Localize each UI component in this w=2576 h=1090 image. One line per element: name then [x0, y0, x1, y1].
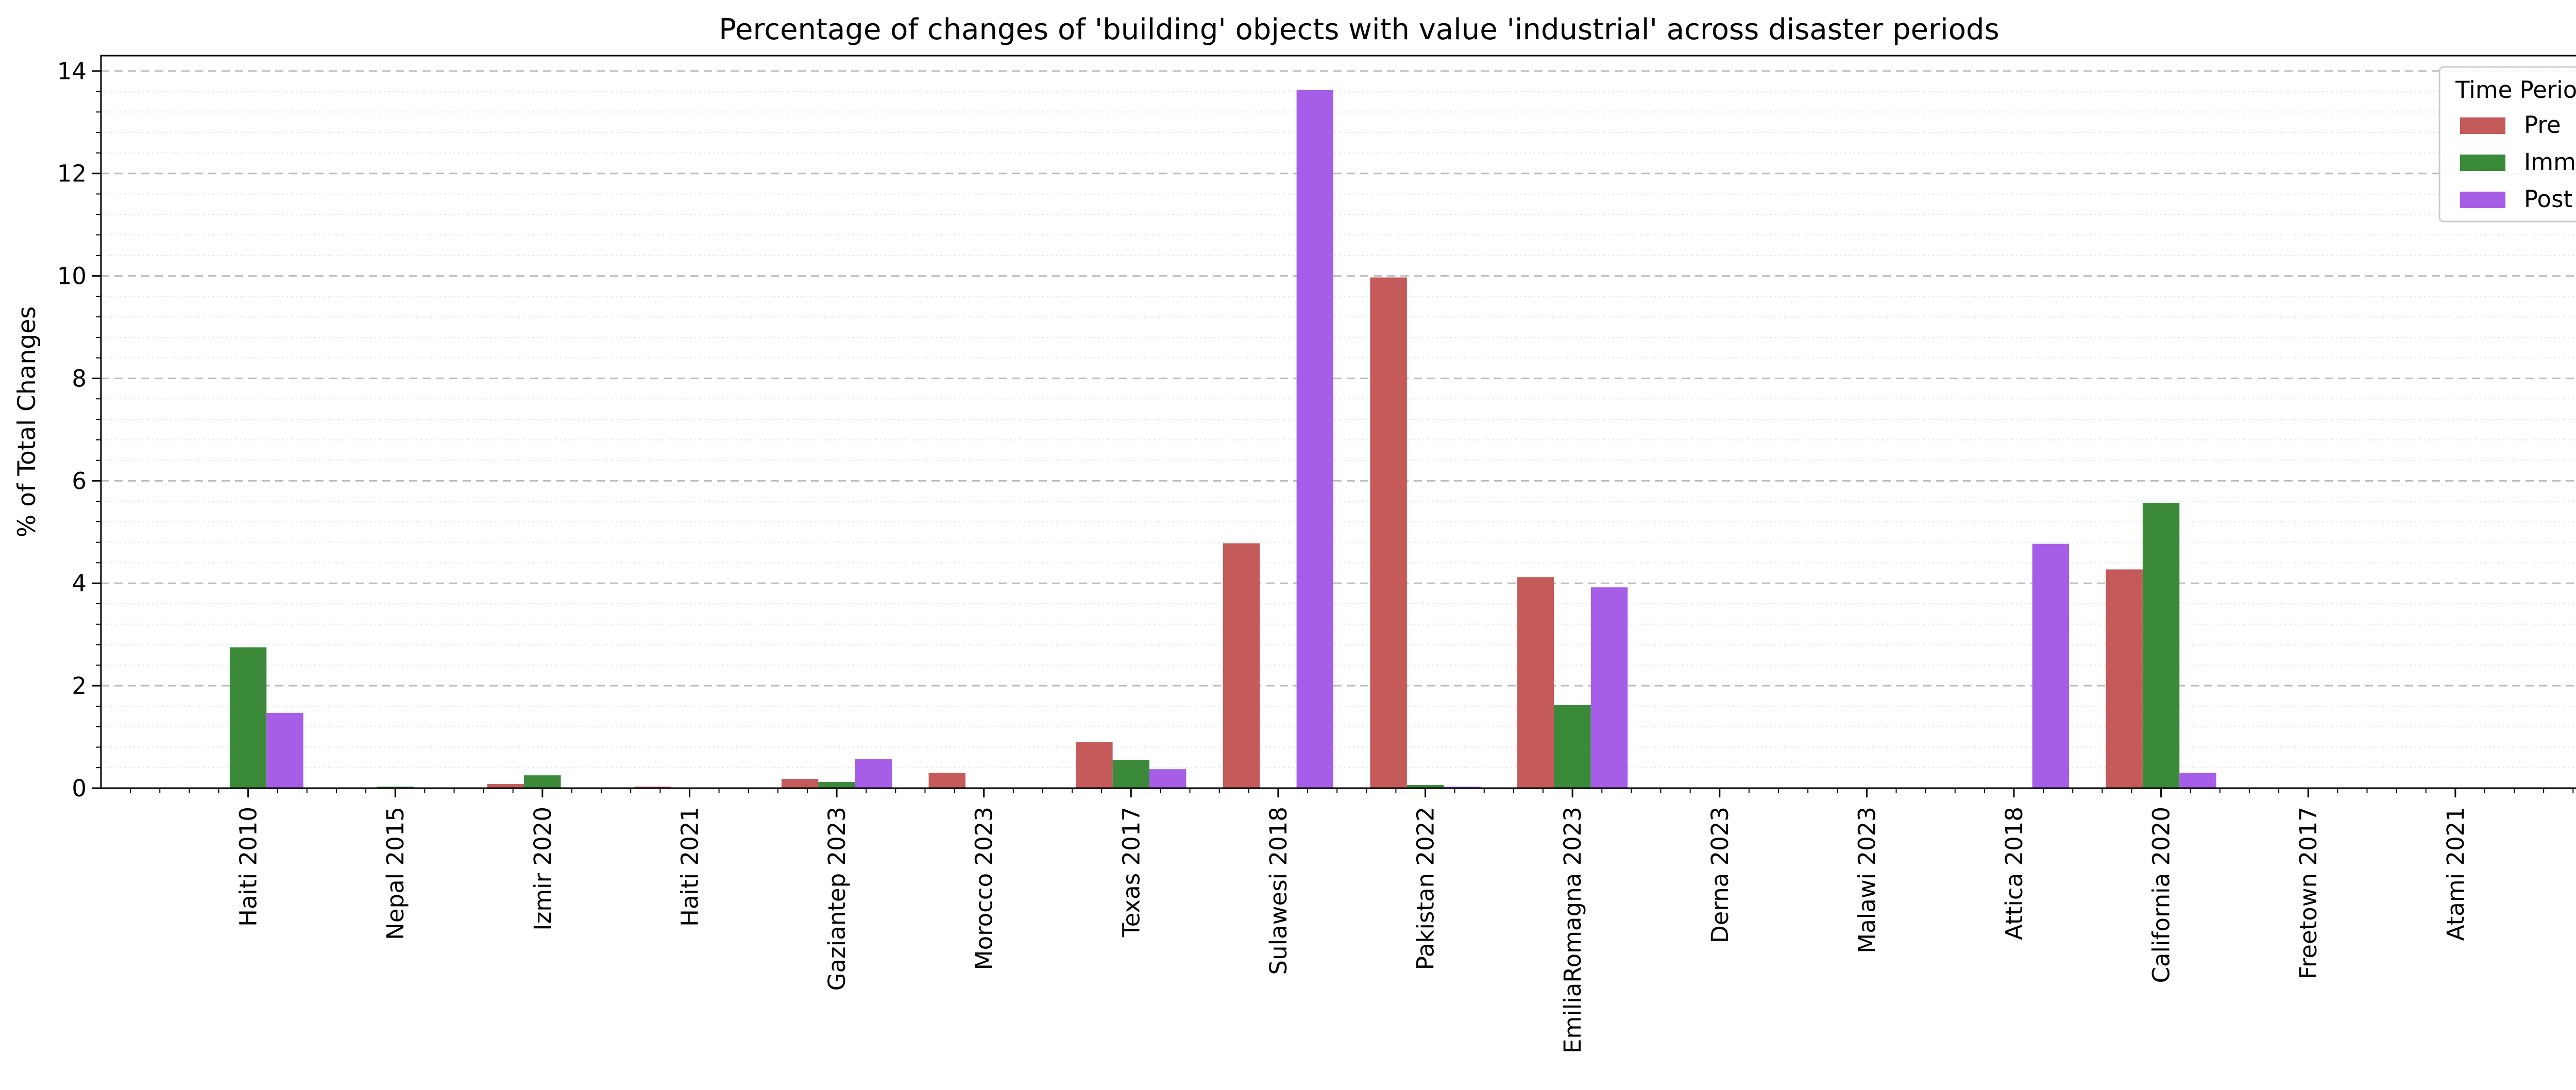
y-tick-label: 8: [72, 365, 87, 392]
y-axis: 0 2 4 6 8 10 12 14: [57, 58, 101, 802]
legend-swatch-post: [2460, 192, 2505, 208]
bar-pre-6: [1076, 742, 1113, 788]
x-tick-label: California 2020: [2148, 807, 2175, 983]
y-tick-label: 0: [72, 775, 87, 802]
x-tick-label: Malawi 2023: [1853, 807, 1880, 953]
legend-swatch-pre: [2460, 117, 2505, 134]
x-axis: Haiti 2010 Nepal 2015 Izmir 2020 Haiti 2021…: [130, 788, 2574, 1053]
x-tick-label: Texas 2017: [1117, 807, 1145, 938]
y-tick-label: 6: [72, 467, 87, 495]
legend-box: [2438, 66, 2576, 223]
bar-imm-8: [1406, 785, 1444, 788]
bar-post-6: [1149, 769, 1187, 788]
bar-post-13: [2179, 773, 2216, 788]
bar-imm-6: [1112, 760, 1149, 788]
bar-imm-13: [2142, 503, 2180, 788]
y-tick-label: 4: [72, 570, 87, 597]
bar-post-4: [855, 759, 892, 788]
bar-pre-5: [928, 773, 965, 788]
x-tick-label: Haiti 2021: [676, 807, 703, 927]
bar-post-9: [1590, 587, 1628, 788]
x-tick-label: Nepal 2015: [382, 807, 409, 940]
bar-post-7: [1296, 90, 1334, 789]
bar-post-12: [2032, 543, 2070, 788]
x-tick-label: EmiliaRomagna 2023: [1559, 807, 1586, 1053]
bar-imm-4: [818, 782, 855, 788]
legend: Time Period Pre Imm Post: [2438, 66, 2576, 223]
chart-title: Percentage of changes of 'building' obje…: [719, 13, 1999, 46]
x-tick-label: Morocco 2023: [971, 807, 998, 970]
x-tick-label: Attica 2018: [2001, 807, 2028, 940]
plot-frame: [100, 55, 2576, 789]
legend-title: Time Period: [2455, 76, 2576, 104]
legend-label-imm: Imm: [2524, 148, 2576, 176]
x-tick-label: Pakistan 2022: [1412, 807, 1439, 970]
x-tick-label: Izmir 2020: [529, 807, 556, 931]
x-tick-label: Sulawesi 2018: [1265, 807, 1292, 975]
bar-imm-9: [1554, 705, 1591, 788]
bar-imm-0: [229, 647, 267, 788]
bar-pre-13: [2106, 569, 2143, 788]
legend-label-post: Post: [2524, 185, 2572, 213]
x-tick-label: Atami 2021: [2442, 807, 2469, 941]
y-tick-label: 14: [57, 58, 87, 85]
grid-lines: [101, 70, 2576, 769]
y-axis-label: % of Total Changes: [13, 306, 41, 538]
bar-pre-4: [781, 779, 819, 788]
x-tick-label: Haiti 2010: [235, 807, 262, 927]
bars: [229, 90, 2216, 789]
x-tick-label: Freetown 2017: [2295, 807, 2322, 979]
bar-imm-2: [524, 775, 561, 788]
bar-pre-2: [487, 784, 524, 788]
legend-swatch-imm: [2460, 155, 2505, 171]
bar-pre-8: [1370, 277, 1407, 788]
x-tick-label: Gaziantep 2023: [823, 807, 851, 991]
y-tick-label: 12: [57, 160, 87, 188]
x-tick-label: Derna 2023: [1706, 807, 1734, 943]
legend-label-pre: Pre: [2524, 111, 2561, 139]
bar-pre-9: [1517, 577, 1554, 788]
y-tick-label: 10: [57, 263, 87, 290]
bar-post-0: [266, 712, 303, 788]
y-tick-label: 2: [72, 672, 87, 700]
bar-pre-7: [1223, 543, 1260, 788]
